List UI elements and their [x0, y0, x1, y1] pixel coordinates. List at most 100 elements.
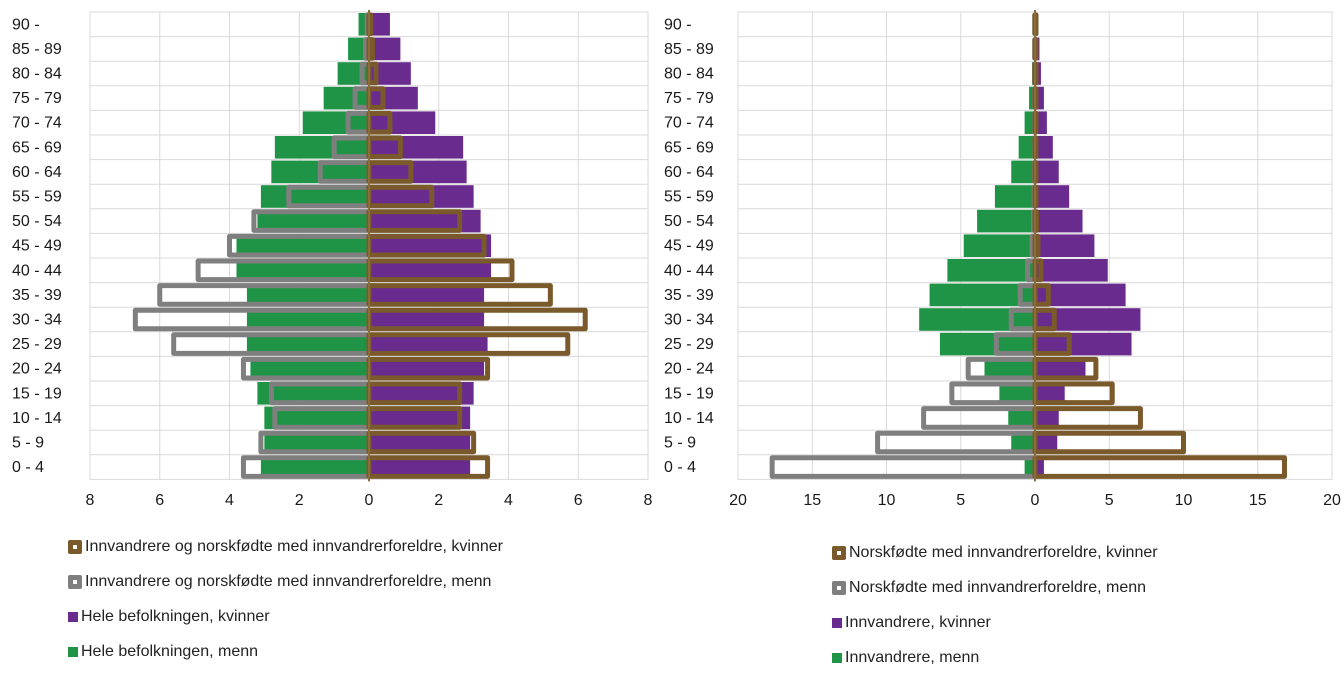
bar [369, 111, 436, 134]
y-category-label: 30 - 34 [664, 312, 714, 329]
x-tick-label: 0 [1031, 492, 1040, 509]
bar [369, 160, 467, 184]
y-category-label: 75 - 79 [664, 90, 714, 107]
bar [369, 185, 474, 208]
legend-item: Norskfødte med innvandrerforeldre, kvinn… [832, 544, 1158, 562]
bar [250, 357, 369, 380]
bar [1035, 406, 1059, 430]
legend-swatch [832, 546, 846, 560]
bar [984, 357, 1035, 380]
legend-swatch [68, 612, 78, 622]
legend-item: Hele befolkningen, kvinner [68, 608, 503, 626]
x-tick-label: 5 [1105, 492, 1114, 509]
y-category-label: 45 - 49 [664, 238, 714, 255]
legend-item: Innvandrere, kvinner [832, 614, 1158, 632]
bar [369, 431, 471, 454]
bar [963, 234, 1035, 257]
bar [1018, 136, 1035, 159]
x-tick-label: 6 [155, 492, 164, 509]
bar [257, 209, 369, 233]
bar [1035, 455, 1044, 479]
y-category-label: 55 - 59 [12, 189, 62, 206]
x-tick-label: 10 [1175, 492, 1193, 509]
bar [1011, 431, 1035, 454]
legend-label: Hele befolkningen, kvinner [81, 608, 270, 625]
bar [369, 382, 474, 405]
y-category-label: 40 - 44 [664, 262, 714, 279]
y-category-label: 15 - 19 [12, 385, 62, 402]
bar [947, 259, 1035, 282]
bar [236, 234, 369, 257]
y-category-label: 65 - 69 [664, 139, 714, 156]
x-tick-label: 10 [878, 492, 896, 509]
legend-label: Innvandrere og norskfødte med innvandrer… [85, 538, 503, 555]
y-category-label: 20 - 24 [664, 361, 714, 378]
bar [1035, 136, 1053, 159]
y-category-label: 75 - 79 [12, 90, 62, 107]
bar [246, 308, 369, 331]
y-category-label: 70 - 74 [664, 115, 714, 132]
y-category-label: 50 - 54 [664, 213, 714, 230]
bar [1035, 111, 1047, 134]
bar [1035, 160, 1059, 184]
y-category-label: 50 - 54 [12, 213, 62, 230]
x-tick-label: 2 [434, 492, 443, 509]
legend-item: Innvandrere og norskfødte med innvandrer… [68, 573, 503, 591]
y-category-label: 60 - 64 [664, 164, 714, 181]
x-tick-label: 6 [574, 492, 583, 509]
bar [264, 406, 369, 430]
bar [369, 455, 471, 479]
bar [929, 283, 1035, 307]
bar [1029, 86, 1035, 110]
bar [369, 283, 485, 307]
bar [369, 234, 492, 257]
bar [1035, 185, 1070, 208]
bar [236, 259, 369, 282]
y-category-label: 85 - 89 [664, 41, 714, 58]
bar [246, 283, 369, 307]
y-category-label: 60 - 64 [12, 164, 62, 181]
x-tick-label: 8 [86, 492, 95, 509]
y-category-label: 30 - 34 [12, 312, 62, 329]
y-category-label: 10 - 14 [12, 410, 62, 427]
y-category-label: 0 - 4 [12, 459, 44, 476]
bar [1035, 86, 1044, 110]
bar [369, 406, 471, 430]
bar [257, 382, 369, 405]
y-category-label: 45 - 49 [12, 238, 62, 255]
x-tick-label: 0 [365, 492, 374, 509]
bar [260, 455, 369, 479]
y-category-label: 25 - 29 [12, 336, 62, 353]
bar [369, 332, 488, 356]
y-category-label: 10 - 14 [664, 410, 714, 427]
legend-left-chart: Innvandrere og norskfødte med innvandrer… [68, 538, 503, 678]
legend-label: Hele befolkningen, menn [81, 643, 259, 660]
outline-bar [1032, 455, 1287, 479]
bar [999, 382, 1035, 405]
bar [369, 259, 492, 282]
legend-swatch [832, 581, 846, 595]
bar [1035, 234, 1095, 257]
y-category-label: 80 - 84 [664, 66, 714, 83]
bar [369, 37, 401, 61]
bar [369, 62, 411, 85]
bar [369, 13, 390, 36]
legend-swatch [832, 653, 842, 663]
bar [1035, 259, 1108, 282]
legend-label: Innvandrere og norskfødte med innvandrer… [85, 573, 492, 590]
y-category-label: 55 - 59 [664, 189, 714, 206]
y-category-label: 40 - 44 [12, 262, 62, 279]
x-tick-label: 4 [504, 492, 513, 509]
bar [977, 209, 1035, 233]
legend-label: Norskfødte med innvandrerforeldre, menn [849, 579, 1147, 596]
bar [1035, 431, 1058, 454]
bar [1035, 308, 1141, 331]
x-tick-label: 4 [225, 492, 234, 509]
legend-right-chart: Norskfødte med innvandrerforeldre, kvinn… [832, 544, 1158, 684]
outline-bar [769, 455, 1038, 479]
y-category-label: 0 - 4 [664, 459, 696, 476]
y-category-label: 25 - 29 [664, 336, 714, 353]
x-tick-label: 20 [1323, 492, 1341, 509]
legend-label: Norskfødte med innvandrerforeldre, kvinn… [849, 544, 1158, 561]
